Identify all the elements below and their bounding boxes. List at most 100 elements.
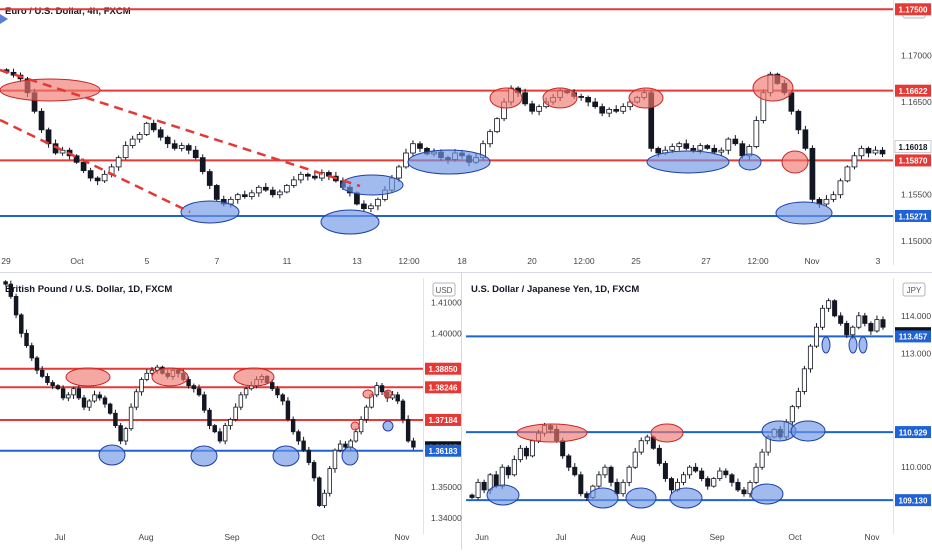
candle	[481, 481, 487, 491]
candle	[50, 382, 55, 387]
candle	[255, 186, 262, 194]
candle	[807, 345, 813, 370]
candle	[185, 145, 192, 151]
candle	[844, 166, 851, 182]
support-ellipse	[625, 487, 657, 509]
candle	[368, 205, 374, 210]
candle	[879, 149, 886, 155]
candle	[711, 147, 718, 153]
candle	[280, 394, 285, 402]
support-ellipse	[738, 153, 762, 171]
candle	[560, 440, 566, 457]
candle	[157, 129, 164, 138]
x-tick-label: Nov	[804, 256, 820, 266]
candle	[59, 149, 66, 154]
candle	[868, 323, 874, 332]
support-ellipse	[98, 444, 126, 466]
candle	[233, 406, 238, 420]
y-tick-label: 1.15500	[901, 190, 932, 200]
candle	[375, 198, 381, 207]
candle	[690, 147, 697, 151]
candle	[608, 466, 614, 483]
price-tag-label: 1.16622	[899, 87, 928, 96]
support-ellipse	[486, 484, 520, 506]
candle	[94, 177, 101, 182]
x-tick-label: Nov	[864, 532, 880, 542]
candle	[269, 189, 276, 196]
candle	[150, 122, 157, 131]
x-tick-label: Oct	[788, 532, 802, 542]
resistance-ellipse	[781, 150, 809, 174]
candle	[118, 425, 123, 442]
candle	[102, 397, 108, 405]
candle	[290, 179, 297, 186]
currency-badge	[902, 282, 926, 297]
panel-gbpusd: USD British Pound / U.S. Dollar, 1D, FXCM…	[0, 278, 462, 542]
support-ellipse	[180, 200, 240, 224]
candle	[343, 443, 348, 448]
candle	[337, 443, 343, 451]
candle	[171, 143, 178, 149]
candle	[704, 145, 711, 149]
price-tag-label: 1.36183	[429, 447, 458, 456]
currency-label: JPY	[907, 286, 922, 295]
candle	[101, 173, 108, 182]
candle	[475, 481, 481, 498]
candle	[741, 489, 747, 495]
candle	[311, 462, 317, 479]
candle	[217, 431, 223, 442]
candle	[572, 466, 578, 476]
candle	[705, 478, 711, 487]
candle	[687, 466, 693, 476]
x-tick-label: Jul	[55, 532, 66, 542]
candle	[24, 332, 29, 347]
y-tick-label: 1.17000	[901, 51, 932, 61]
candle	[144, 372, 149, 380]
candle	[795, 110, 802, 131]
candle	[403, 152, 409, 168]
y-tick-label: 1.41000	[431, 298, 462, 308]
candle	[66, 394, 71, 399]
candle	[862, 315, 868, 324]
candle	[522, 92, 528, 105]
candle	[222, 425, 228, 442]
candle	[123, 428, 129, 442]
candle	[729, 474, 735, 483]
price-tag	[425, 381, 461, 394]
candle	[717, 470, 723, 479]
candle	[29, 345, 34, 359]
candle	[417, 143, 423, 149]
candle	[8, 283, 14, 297]
candle	[655, 147, 662, 154]
candle	[789, 406, 795, 423]
candle	[606, 109, 613, 114]
candle	[536, 106, 542, 112]
x-tick-label: 12:00	[398, 256, 420, 266]
resistance-ellipse	[362, 389, 374, 399]
support-ellipse	[750, 483, 784, 505]
price-tag-label: 113.457	[899, 333, 928, 342]
candle	[178, 145, 185, 149]
support-ellipse	[790, 420, 826, 442]
resistance-ellipse	[151, 367, 189, 387]
candle	[107, 403, 113, 414]
price-tag	[895, 3, 931, 16]
candle	[379, 385, 385, 393]
candle	[13, 296, 19, 316]
x-tick-label: 3	[876, 256, 881, 266]
support-ellipse	[382, 420, 394, 432]
y-tick-label: 1.40000	[431, 328, 462, 338]
candle	[270, 382, 275, 390]
x-tick-label: 5	[145, 256, 150, 266]
price-tag	[895, 494, 931, 507]
candle	[290, 419, 296, 433]
candle	[802, 129, 809, 149]
price-tag-label: 1.17500	[899, 6, 928, 15]
x-tick-label: Aug	[138, 532, 153, 542]
price-tag	[425, 444, 461, 457]
candle	[739, 143, 746, 157]
candle	[202, 394, 207, 411]
candle	[711, 478, 717, 487]
candle	[851, 155, 858, 168]
